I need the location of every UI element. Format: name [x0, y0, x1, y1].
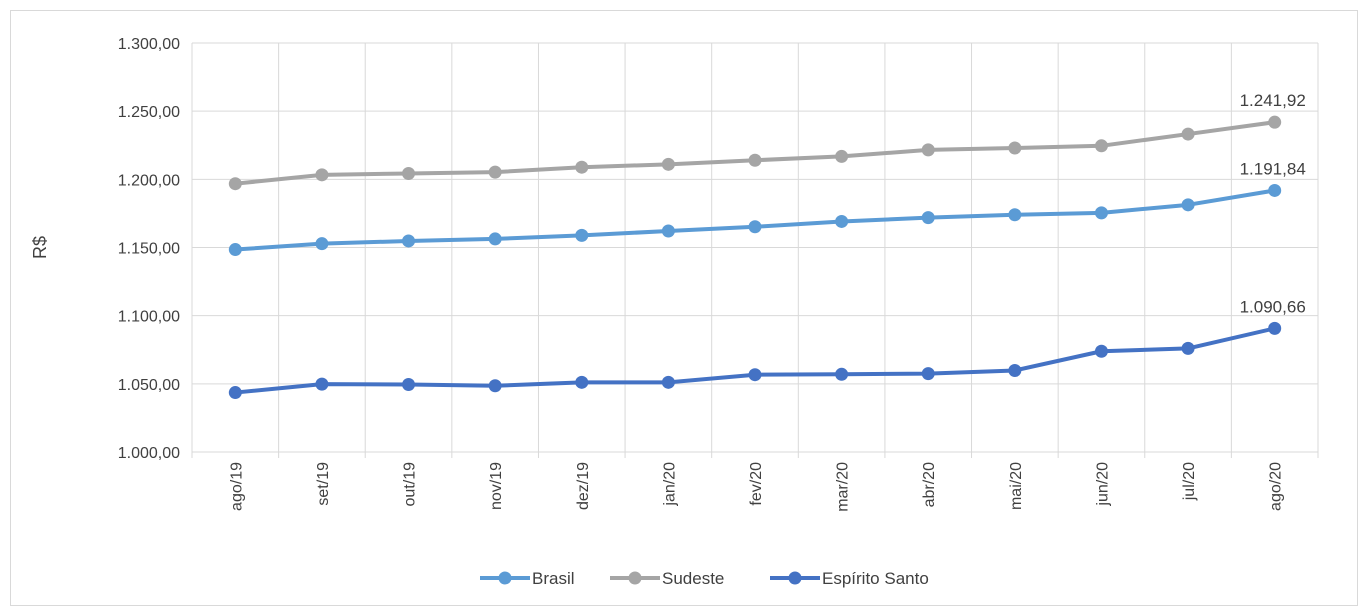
- data-point-espirito-santo: [1008, 363, 1022, 377]
- series-line-sudeste: [235, 120, 1275, 186]
- y-tick-label: 1.000,00: [118, 445, 180, 462]
- x-tick-label: out/19: [402, 462, 419, 507]
- y-tick-label: 1.050,00: [118, 377, 180, 394]
- data-point-sudeste: [575, 160, 589, 174]
- data-point-sudeste: [1008, 141, 1022, 155]
- data-point-brasil: [748, 220, 762, 234]
- y-axis: 1.000,00 1.050,00 1.100,00 1.150,00 1.200,00…: [118, 36, 180, 462]
- x-tick-label: dez/19: [575, 462, 592, 510]
- x-tick-label: ago/20: [1268, 462, 1285, 511]
- x-tick-label: ago/19: [228, 462, 245, 511]
- x-tick-label: jul/20: [1181, 462, 1198, 501]
- series-layer: [228, 115, 1282, 400]
- data-point-espirito-santo: [835, 367, 849, 381]
- x-tick-label: set/19: [315, 462, 332, 506]
- data-label-brasil: 1.191,84: [1240, 159, 1306, 178]
- data-point-sudeste: [1268, 115, 1282, 129]
- data-point-sudeste: [661, 157, 675, 171]
- data-label-sudeste: 1.241,92: [1240, 91, 1306, 110]
- data-point-sudeste: [748, 153, 762, 167]
- data-point-brasil: [1008, 208, 1022, 222]
- data-point-espirito-santo: [921, 367, 935, 381]
- legend-label-sudeste: Sudeste: [662, 569, 724, 588]
- legend-marker-espirito-santo: [788, 571, 802, 585]
- legend-label-espirito-santo: Espírito Santo: [822, 569, 929, 588]
- x-tick-label: nov/19: [488, 462, 505, 510]
- x-tick-label: fev/20: [748, 462, 765, 506]
- y-axis-title: R$: [30, 236, 50, 259]
- data-point-espirito-santo: [575, 375, 589, 389]
- data-point-espirito-santo: [402, 378, 416, 392]
- data-point-espirito-santo: [228, 386, 242, 400]
- y-tick-label: 1.200,00: [118, 172, 180, 189]
- series-line-brasil: [235, 188, 1276, 252]
- data-point-sudeste: [1094, 139, 1108, 153]
- data-point-brasil: [921, 211, 935, 225]
- data-point-espirito-santo: [488, 379, 502, 393]
- chart-frame: [10, 10, 1358, 606]
- data-point-brasil: [1268, 183, 1282, 197]
- data-point-brasil: [1181, 198, 1195, 212]
- series-line-espirito-santo: [235, 326, 1276, 395]
- data-point-sudeste: [315, 168, 329, 182]
- data-point-brasil: [228, 243, 242, 257]
- legend-marker-brasil: [498, 571, 512, 585]
- data-point-brasil: [835, 214, 849, 228]
- data-point-sudeste: [488, 165, 502, 179]
- x-tick-label: mai/20: [1008, 462, 1025, 510]
- data-point-brasil: [488, 232, 502, 246]
- data-point-espirito-santo: [1094, 344, 1108, 358]
- data-point-espirito-santo: [1268, 321, 1282, 335]
- data-point-brasil: [315, 237, 329, 251]
- x-tick-label: abr/20: [921, 462, 938, 507]
- data-point-espirito-santo: [661, 375, 675, 389]
- y-tick-label: 1.100,00: [118, 309, 180, 326]
- data-point-sudeste: [835, 149, 849, 163]
- data-point-espirito-santo: [315, 377, 329, 391]
- data-point-sudeste: [228, 177, 242, 191]
- grid-layer: [191, 42, 1319, 458]
- data-point-sudeste: [402, 166, 416, 180]
- data-point-espirito-santo: [1181, 341, 1195, 355]
- data-point-sudeste: [1181, 127, 1195, 141]
- y-tick-label: 1.300,00: [118, 36, 180, 53]
- y-tick-label: 1.150,00: [118, 241, 180, 258]
- data-point-sudeste: [921, 143, 935, 157]
- y-tick-label: 1.250,00: [118, 104, 180, 121]
- x-tick-label: mar/20: [835, 462, 852, 512]
- x-tick-label: jun/20: [1094, 462, 1111, 507]
- x-tick-label: jan/20: [661, 462, 678, 507]
- x-axis: ago/19 set/19 out/19 nov/19 dez/19 jan/20 fev/…: [228, 462, 1284, 512]
- data-point-espirito-santo: [748, 368, 762, 382]
- data-point-brasil: [402, 234, 416, 248]
- data-point-brasil: [1094, 206, 1108, 220]
- legend: Brasil Sudeste Espírito Santo: [480, 569, 929, 588]
- data-point-brasil: [661, 224, 675, 238]
- data-label-espirito-santo: 1.090,66: [1240, 297, 1306, 316]
- data-labels: 1.191,84 1.241,92 1.090,66: [1240, 91, 1306, 316]
- legend-label-brasil: Brasil: [532, 569, 575, 588]
- data-point-brasil: [575, 228, 589, 242]
- legend-marker-sudeste: [628, 571, 642, 585]
